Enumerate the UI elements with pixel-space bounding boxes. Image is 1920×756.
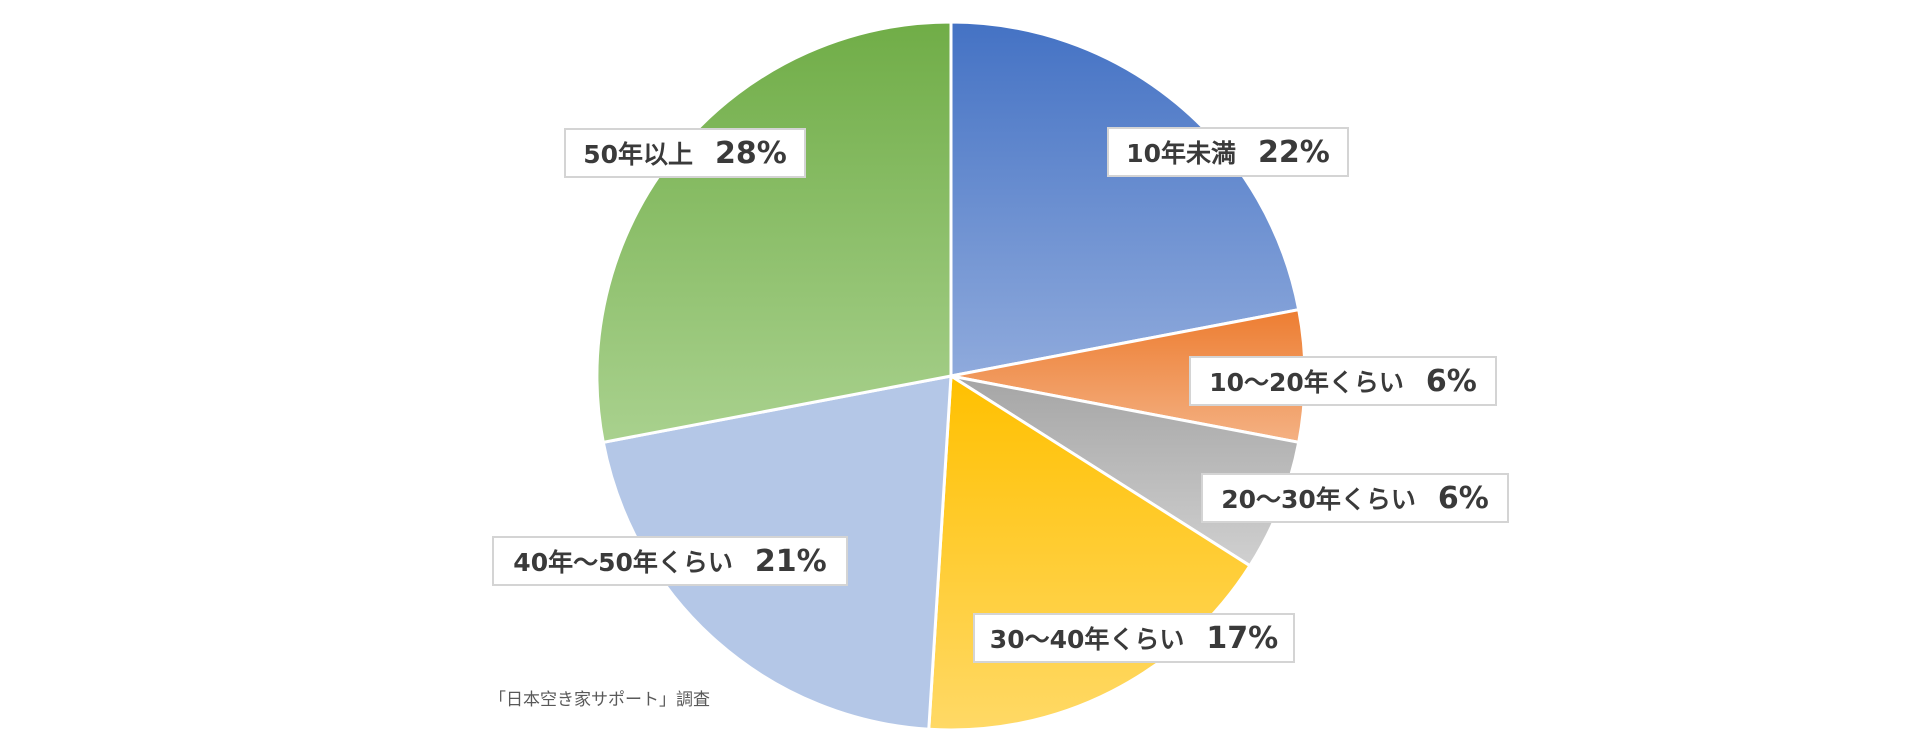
- pie-slice: [949, 20, 1301, 378]
- slice-label-box: [973, 613, 1295, 663]
- slice-category-label: 20〜30年くらい: [1221, 485, 1416, 514]
- slice-category-label: 30〜40年くらい: [990, 625, 1185, 654]
- slice-category-label: 10年未満: [1126, 139, 1236, 168]
- slice-percent-label: 6%: [1438, 481, 1489, 516]
- slice-label-box: [564, 128, 806, 178]
- slice-label-box: [1201, 473, 1509, 523]
- slice-label-text: 10〜20年くらい 6%: [1209, 364, 1477, 399]
- pie-slice: [595, 20, 953, 445]
- slice-label: 10〜20年くらい 6%: [1189, 356, 1497, 406]
- slice-label: 30〜40年くらい 17%: [973, 613, 1295, 663]
- slice-label-text: 20〜30年くらい 6%: [1221, 481, 1489, 516]
- slice-label-text: 40年〜50年くらい 21%: [513, 544, 826, 579]
- slice-label-box: [1189, 356, 1497, 406]
- slice-category-label: 40年〜50年くらい: [513, 548, 733, 577]
- slice-label: 50年以上 28%: [564, 128, 806, 178]
- slice-label: 20〜30年くらい 6%: [1201, 473, 1509, 523]
- slice-percent-label: 6%: [1426, 364, 1477, 399]
- slice-label-box: [492, 536, 848, 586]
- slice-label: 40年〜50年くらい 21%: [492, 536, 848, 586]
- slice-percent-label: 17%: [1206, 621, 1278, 656]
- slice-labels: 10年未満 22% 10〜20年くらい 6% 20〜30年くらい 6% 30〜40年くらい 1…: [492, 127, 1509, 663]
- slice-label-text: 50年以上 28%: [583, 136, 787, 171]
- slice-percent-label: 22%: [1258, 135, 1330, 170]
- slice-label-text: 30〜40年くらい 17%: [990, 621, 1278, 656]
- source-note: 「日本空き家サポート」調査: [489, 690, 710, 710]
- slice-category-label: 10〜20年くらい: [1209, 368, 1404, 397]
- slice-percent-label: 21%: [755, 544, 827, 579]
- slice-percent-label: 28%: [715, 136, 787, 171]
- slice-label-text: 10年未満 22%: [1126, 135, 1330, 170]
- slice-label: 10年未満 22%: [1107, 127, 1349, 177]
- slice-label-box: [1107, 127, 1349, 177]
- slice-category-label: 50年以上: [583, 140, 693, 169]
